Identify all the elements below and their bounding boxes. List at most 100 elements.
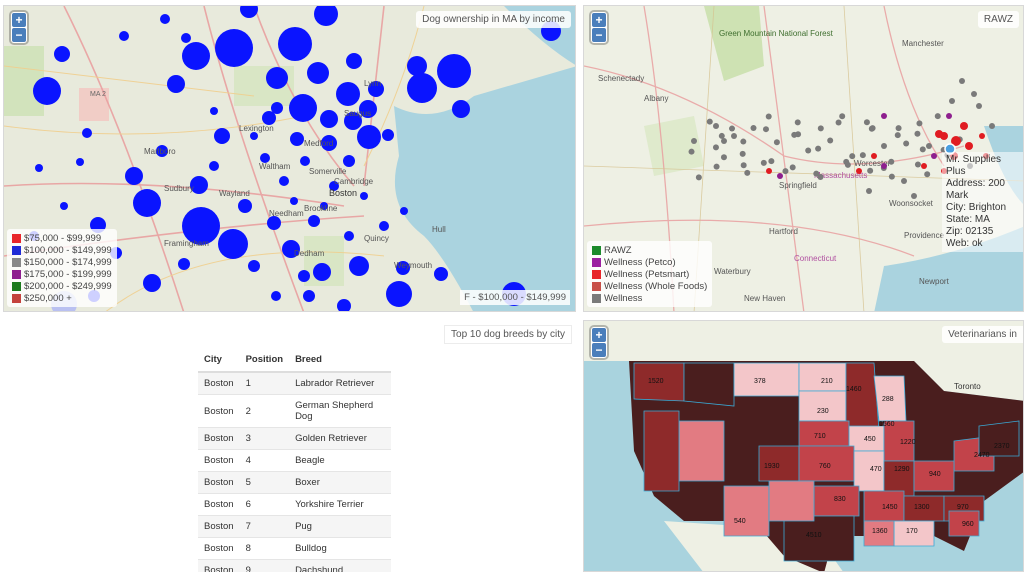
income-circle-marker[interactable] bbox=[271, 291, 281, 301]
store-marker[interactable] bbox=[921, 163, 927, 169]
income-circle-marker[interactable] bbox=[238, 199, 252, 213]
income-circle-marker[interactable] bbox=[60, 202, 68, 210]
store-marker[interactable] bbox=[859, 152, 866, 159]
income-circle-marker[interactable] bbox=[250, 132, 258, 140]
store-marker[interactable] bbox=[869, 125, 876, 132]
store-marker[interactable] bbox=[960, 122, 968, 130]
store-marker[interactable] bbox=[791, 131, 798, 138]
store-marker[interactable] bbox=[914, 130, 921, 137]
income-circle-marker[interactable] bbox=[119, 31, 129, 41]
income-circle-marker[interactable] bbox=[182, 42, 210, 70]
store-marker[interactable] bbox=[817, 125, 824, 132]
state-region[interactable] bbox=[978, 420, 1020, 457]
income-circle-marker[interactable] bbox=[379, 221, 389, 231]
income-circle-marker[interactable] bbox=[307, 62, 329, 84]
state-region[interactable] bbox=[948, 510, 980, 537]
income-circle-marker[interactable] bbox=[33, 77, 61, 105]
income-circle-marker[interactable] bbox=[437, 54, 471, 88]
income-circle-marker[interactable] bbox=[452, 100, 470, 118]
store-marker[interactable] bbox=[765, 113, 772, 120]
zoom-in-button[interactable]: + bbox=[12, 13, 26, 27]
income-circle-marker[interactable] bbox=[300, 156, 310, 166]
store-marker[interactable] bbox=[946, 113, 952, 119]
income-circle-marker[interactable] bbox=[320, 110, 338, 128]
store-marker[interactable] bbox=[815, 145, 822, 152]
store-marker[interactable] bbox=[691, 138, 697, 144]
store-marker[interactable] bbox=[750, 124, 757, 131]
zoom-in-button[interactable]: + bbox=[592, 328, 606, 342]
income-circle-marker[interactable] bbox=[260, 153, 270, 163]
store-marker[interactable] bbox=[721, 138, 727, 144]
zoom-out-button[interactable]: − bbox=[592, 28, 606, 42]
income-circle-marker[interactable] bbox=[313, 263, 331, 281]
store-marker[interactable] bbox=[839, 113, 846, 120]
store-marker[interactable] bbox=[731, 133, 737, 139]
store-marker[interactable] bbox=[740, 162, 747, 169]
store-marker[interactable] bbox=[931, 153, 937, 159]
income-circle-marker[interactable] bbox=[133, 189, 161, 217]
store-marker[interactable] bbox=[843, 158, 850, 165]
store-marker[interactable] bbox=[989, 123, 995, 129]
store-marker[interactable] bbox=[881, 113, 887, 119]
store-marker[interactable] bbox=[782, 168, 789, 175]
income-circle-marker[interactable] bbox=[303, 290, 315, 302]
income-circle-marker[interactable] bbox=[267, 216, 281, 230]
income-circle-marker[interactable] bbox=[282, 240, 300, 258]
income-circle-marker[interactable] bbox=[215, 29, 253, 67]
income-circle-marker[interactable] bbox=[344, 231, 354, 241]
income-circle-marker[interactable] bbox=[182, 207, 220, 245]
store-marker[interactable] bbox=[901, 178, 907, 184]
income-circle-marker[interactable] bbox=[344, 112, 362, 130]
income-circle-marker[interactable] bbox=[434, 267, 448, 281]
store-marker[interactable] bbox=[903, 140, 910, 147]
store-marker[interactable] bbox=[827, 137, 834, 144]
store-marker[interactable] bbox=[863, 119, 870, 126]
store-marker[interactable] bbox=[881, 163, 887, 169]
income-circle-marker[interactable] bbox=[407, 73, 437, 103]
store-marker[interactable] bbox=[866, 188, 872, 194]
state-region[interactable] bbox=[783, 515, 855, 562]
income-circle-marker[interactable] bbox=[368, 81, 384, 97]
store-marker[interactable] bbox=[718, 132, 725, 139]
income-circle-marker[interactable] bbox=[76, 158, 84, 166]
income-circle-marker[interactable] bbox=[308, 215, 320, 227]
state-region[interactable] bbox=[683, 362, 735, 407]
income-circle-marker[interactable] bbox=[329, 181, 339, 191]
store-marker[interactable] bbox=[888, 158, 895, 165]
income-circle-marker[interactable] bbox=[343, 155, 355, 167]
zoom-out-button[interactable]: − bbox=[12, 28, 26, 42]
store-marker[interactable] bbox=[888, 173, 895, 180]
store-marker[interactable] bbox=[794, 119, 801, 126]
store-marker[interactable] bbox=[740, 138, 747, 145]
rawz-store-map-panel[interactable]: Green Mountain National Forest Mancheste… bbox=[583, 5, 1024, 312]
store-marker[interactable] bbox=[695, 174, 702, 181]
store-marker[interactable] bbox=[934, 113, 941, 120]
store-marker[interactable] bbox=[895, 125, 902, 132]
store-marker[interactable] bbox=[881, 143, 887, 149]
income-circle-marker[interactable] bbox=[400, 207, 408, 215]
state-region[interactable] bbox=[913, 460, 955, 492]
income-circle-marker[interactable] bbox=[321, 135, 337, 151]
store-marker[interactable] bbox=[729, 125, 736, 132]
us-choropleth-map[interactable]: Toronto 1520 1460 378 210 230 288 1560 710 450 12… bbox=[584, 321, 1024, 572]
store-marker[interactable] bbox=[919, 146, 926, 153]
zoom-in-button[interactable]: + bbox=[592, 13, 606, 27]
income-circle-marker[interactable] bbox=[360, 192, 368, 200]
veterinarians-map-panel[interactable]: Toronto 1520 1460 378 210 230 288 1560 710 450 12… bbox=[583, 320, 1024, 572]
store-marker[interactable] bbox=[951, 136, 961, 146]
store-marker[interactable] bbox=[835, 119, 842, 126]
state-region[interactable] bbox=[798, 390, 847, 422]
income-circle-marker[interactable] bbox=[336, 82, 360, 106]
income-circle-marker[interactable] bbox=[396, 261, 410, 275]
income-circle-marker[interactable] bbox=[382, 129, 394, 141]
income-circle-marker[interactable] bbox=[359, 100, 377, 118]
income-circle-marker[interactable] bbox=[160, 14, 170, 24]
state-region[interactable] bbox=[678, 420, 725, 482]
store-marker[interactable] bbox=[916, 120, 923, 127]
dog-ownership-map-panel[interactable]: Boston Lynn Somerville Waltham Hull Fram… bbox=[3, 5, 576, 312]
store-marker[interactable] bbox=[971, 91, 977, 97]
income-circle-marker[interactable] bbox=[54, 46, 70, 62]
store-marker[interactable] bbox=[805, 147, 812, 154]
store-marker[interactable] bbox=[935, 130, 943, 138]
store-marker[interactable] bbox=[773, 139, 780, 146]
